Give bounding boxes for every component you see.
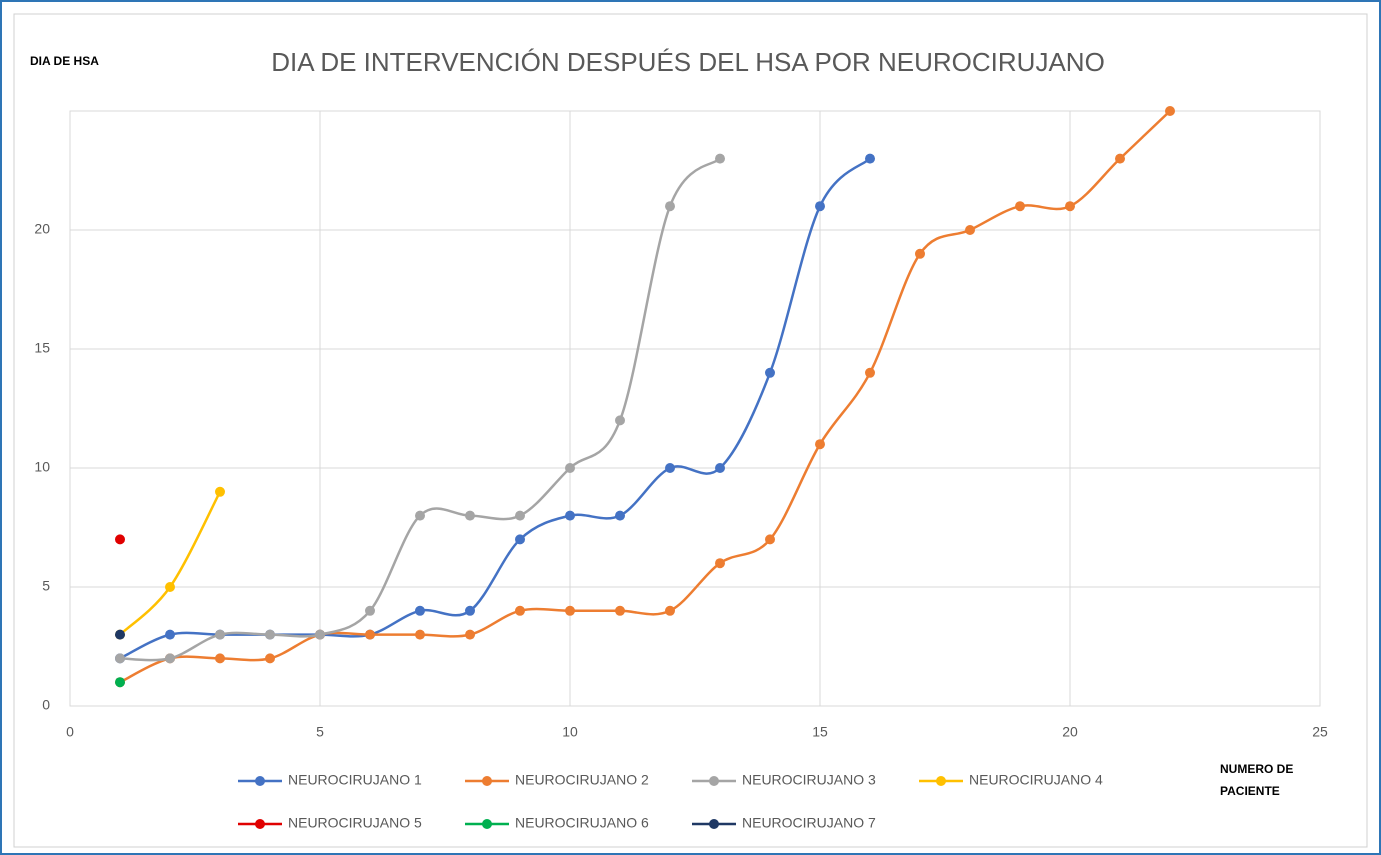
data-point (415, 510, 425, 521)
x-tick-label: 5 (316, 724, 324, 740)
y-tick-label: 5 (42, 578, 50, 594)
legend-marker (255, 776, 265, 786)
legend-label: NEUROCIRUJANO 6 (515, 815, 649, 831)
data-point (515, 534, 525, 545)
data-point (815, 439, 825, 450)
data-point (565, 463, 575, 473)
data-point (165, 582, 175, 592)
data-point (115, 677, 125, 688)
data-point (765, 367, 775, 378)
y-tick-label: 10 (34, 459, 50, 475)
data-point (615, 415, 625, 426)
legend-label: NEUROCIRUJANO 4 (969, 772, 1103, 788)
data-point (565, 605, 575, 616)
data-point (665, 463, 675, 473)
data-point (465, 510, 475, 521)
data-point (665, 201, 675, 212)
legend-marker (709, 776, 719, 786)
x-tick-label: 15 (812, 724, 828, 740)
data-point (215, 653, 225, 664)
data-point (765, 534, 775, 545)
data-point (115, 653, 125, 664)
data-point (265, 653, 275, 664)
data-point (715, 558, 725, 569)
data-point (165, 629, 175, 640)
data-point (865, 153, 875, 164)
data-point (165, 653, 175, 664)
data-point (415, 629, 425, 640)
x-tick-label: 25 (1312, 724, 1328, 740)
x-axis-label: NUMERO DE PACIENTE (1220, 762, 1294, 798)
series-line (119, 110, 1171, 684)
data-point (365, 605, 375, 616)
data-point (465, 629, 475, 640)
x-tick-label: 20 (1062, 724, 1078, 740)
legend-label: NEUROCIRUJANO 5 (288, 815, 422, 831)
legend-marker (709, 819, 719, 829)
data-point (1015, 201, 1025, 212)
data-point (865, 367, 875, 378)
legend-marker (482, 776, 492, 786)
chart-title: DIA DE INTERVENCIÓN DESPUÉS DEL HSA POR … (271, 47, 1105, 77)
legend-label: NEUROCIRUJANO 1 (288, 772, 422, 788)
data-point (665, 605, 675, 616)
data-point (1065, 201, 1075, 212)
data-point (515, 605, 525, 616)
legend-marker (255, 819, 265, 829)
data-point (515, 510, 525, 521)
data-point (815, 201, 825, 212)
y-tick-label: 15 (34, 340, 50, 356)
data-point (215, 486, 225, 497)
data-point (415, 605, 425, 616)
x-tick-label: 10 (562, 724, 578, 740)
data-point (915, 248, 925, 259)
legend-label: NEUROCIRUJANO 2 (515, 772, 649, 788)
data-point (265, 629, 275, 640)
data-point (715, 463, 725, 473)
y-axis-label: DIA DE HSA (30, 54, 99, 68)
y-tick-label: 0 (42, 697, 50, 713)
chart-border (13, 13, 1368, 848)
data-point (215, 629, 225, 640)
data-point (115, 629, 125, 640)
data-point (715, 153, 725, 164)
legend-label: NEUROCIRUJANO 3 (742, 772, 876, 788)
x-tick-label: 0 (66, 724, 74, 740)
data-point (615, 510, 625, 521)
data-point (1115, 153, 1125, 164)
data-point (615, 605, 625, 616)
data-point (115, 534, 125, 545)
data-point (1165, 106, 1175, 116)
data-point (565, 510, 575, 521)
data-point (465, 605, 475, 616)
y-tick-label: 20 (34, 221, 50, 237)
data-point (315, 629, 325, 640)
series-line (119, 157, 721, 662)
legend-label: NEUROCIRUJANO 7 (742, 815, 876, 831)
legend-marker (482, 819, 492, 829)
legend-marker (936, 776, 946, 786)
data-point (365, 629, 375, 640)
data-point (965, 225, 975, 235)
